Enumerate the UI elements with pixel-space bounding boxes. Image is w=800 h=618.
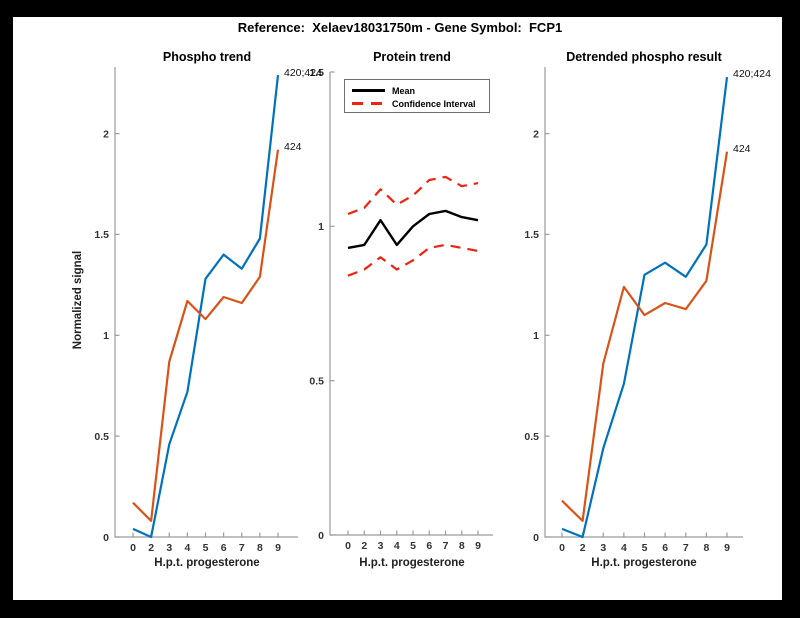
x-tick-label: 2 <box>148 542 154 554</box>
series-end-label-left-orange: 424 <box>284 141 302 153</box>
y-tick-label: 1.5 <box>309 67 324 79</box>
y-tick-label: 2 <box>103 128 109 140</box>
y-tick-label: 1 <box>103 330 109 342</box>
confidence-interval-line-sample <box>352 102 385 105</box>
legend-label-confidence-interval: Confidence Interval <box>392 98 476 109</box>
series-line <box>132 74 280 539</box>
x-tick-label: 6 <box>221 542 227 554</box>
y-tick-label: 1.5 <box>94 229 109 241</box>
x-tick-label: 7 <box>443 540 449 552</box>
series-line <box>347 209 479 250</box>
x-axis-label-left: H.p.t. progesterone <box>154 557 260 569</box>
y-tick-label: 0 <box>533 532 539 544</box>
y-tick-label: 2 <box>533 128 539 140</box>
x-tick-label: 3 <box>600 542 606 554</box>
series-end-label-left-blue: 420;424 <box>284 67 322 79</box>
legend: Mean Confidence Interval <box>344 79 490 113</box>
y-tick-label: 0.5 <box>309 375 324 387</box>
series-line <box>347 175 479 216</box>
y-tick-label: 1 <box>318 221 324 233</box>
series-line <box>347 243 479 277</box>
x-tick-label: 0 <box>345 540 351 552</box>
x-axis-label-right: H.p.t. progesterone <box>591 557 697 569</box>
x-tick-label: 0 <box>559 542 565 554</box>
x-tick-label: 9 <box>275 542 281 554</box>
x-tick-label: 5 <box>642 542 648 554</box>
x-tick-label: 2 <box>361 540 367 552</box>
x-tick-label: 4 <box>184 542 190 554</box>
legend-label-mean: Mean <box>392 85 416 96</box>
x-tick-label: 4 <box>621 542 627 554</box>
x-tick-label: 4 <box>394 540 400 552</box>
series-line <box>561 151 729 523</box>
y-tick-label: 1.5 <box>524 229 539 241</box>
x-tick-label: 0 <box>130 542 136 554</box>
series-end-label-right-orange: 424 <box>733 143 751 155</box>
x-tick-label: 3 <box>166 542 172 554</box>
legend-entry-confidence-interval: Confidence Interval <box>352 97 489 110</box>
x-axis-label-middle: H.p.t. progesterone <box>359 557 465 569</box>
x-tick-label: 5 <box>410 540 416 552</box>
x-tick-label: 8 <box>703 542 709 554</box>
y-tick-label: 1 <box>533 330 539 342</box>
y-tick-label: 0 <box>318 530 324 542</box>
legend-entry-mean: Mean <box>352 84 489 97</box>
series-line <box>561 76 729 539</box>
x-tick-label: 7 <box>239 542 245 554</box>
chart-panel: 0 2 3 4 5 6 7 8 900.511.5 <box>309 67 493 552</box>
chart-panel: 0 2 3 4 5 6 7 8 9 0 0.5 1 1.5 2 <box>524 67 743 554</box>
panel-title-protein-trend: Protein trend <box>373 50 451 64</box>
x-tick-label: 6 <box>426 540 432 552</box>
x-tick-label: 8 <box>257 542 263 554</box>
x-tick-label: 9 <box>475 540 481 552</box>
mean-line-sample <box>352 89 385 92</box>
axis-lines <box>544 67 743 538</box>
panel-title-detrended-phospho: Detrended phospho result <box>566 50 722 64</box>
x-tick-label: 5 <box>203 542 209 554</box>
series-end-label-right-blue: 420;424 <box>733 68 771 80</box>
x-tick-label: 8 <box>459 540 465 552</box>
x-tick-label: 6 <box>662 542 668 554</box>
series-line <box>132 149 280 523</box>
x-tick-label: 9 <box>724 542 730 554</box>
figure-title: Reference: Xelaev18031750m - Gene Symbol… <box>237 20 563 35</box>
panel-title-phospho-trend: Phospho trend <box>162 50 252 64</box>
x-tick-label: 2 <box>580 542 586 554</box>
y-tick-label: 0 <box>103 532 109 544</box>
y-tick-label: 0.5 <box>94 431 109 443</box>
chart-panel: 0 2 3 4 5 6 7 8 900.511.52 <box>94 67 298 554</box>
axis-lines <box>329 72 493 536</box>
x-tick-label: 3 <box>378 540 384 552</box>
x-tick-label: 7 <box>683 542 689 554</box>
y-tick-label: 0.5 <box>524 431 539 443</box>
